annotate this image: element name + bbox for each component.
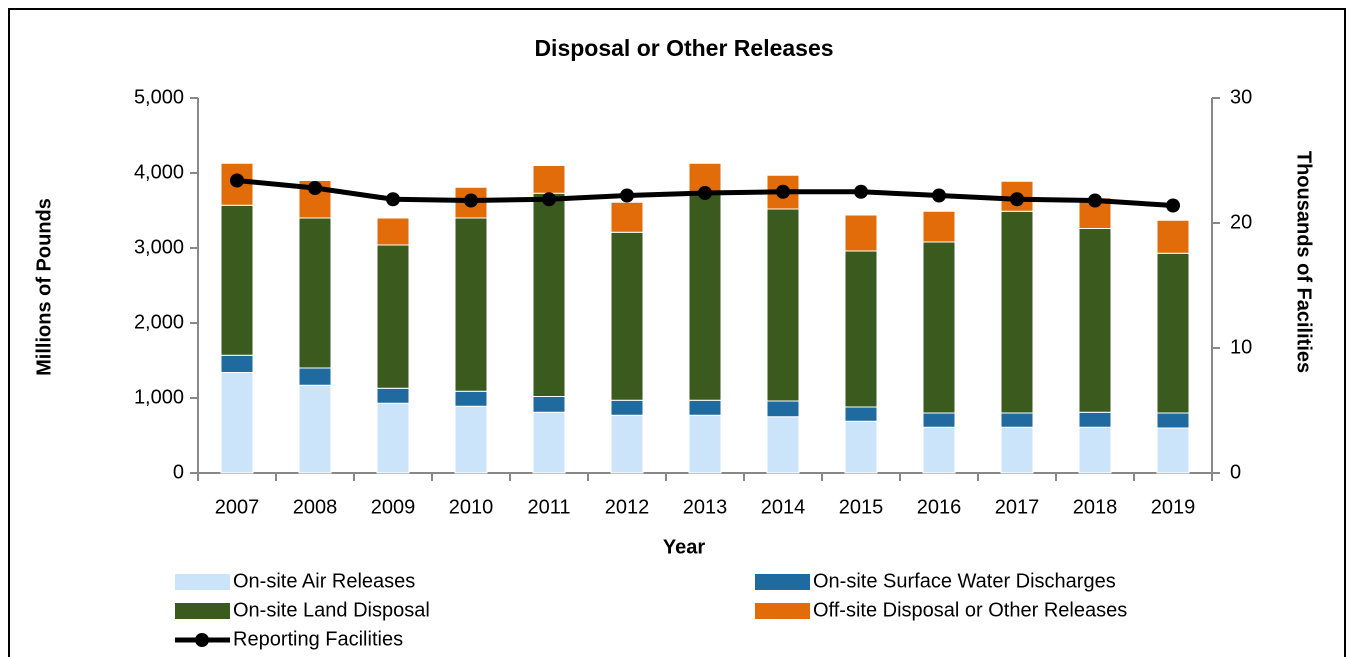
x-tick-label: 2017 bbox=[995, 496, 1040, 518]
bar-segment bbox=[376, 387, 410, 404]
bar-segment bbox=[220, 354, 254, 373]
legend-label: Off-site Disposal or Other Releases bbox=[813, 599, 1127, 621]
bar-segment bbox=[376, 244, 410, 389]
bar-segment bbox=[376, 217, 410, 246]
x-tick-label: 2007 bbox=[215, 496, 260, 518]
bar-segment bbox=[1000, 210, 1034, 414]
bar-segment bbox=[1078, 228, 1112, 413]
bar-segment bbox=[844, 250, 878, 408]
bar-segment bbox=[298, 384, 332, 474]
x-tick-label: 2011 bbox=[527, 496, 570, 518]
x-tick-label: 2016 bbox=[917, 496, 962, 518]
legend-marker bbox=[195, 633, 209, 647]
y2-tick-label: 30 bbox=[1230, 86, 1252, 108]
bar-segment bbox=[844, 406, 878, 422]
y-tick-label: 4,000 bbox=[134, 161, 184, 183]
y-tick-label: 5,000 bbox=[134, 86, 184, 108]
legend-label: On-site Air Releases bbox=[233, 570, 415, 592]
legend-swatch bbox=[755, 603, 810, 619]
bar-segment bbox=[532, 396, 566, 413]
bar-segment bbox=[1000, 412, 1034, 428]
bar-segment bbox=[766, 400, 800, 418]
bar-segment bbox=[1156, 427, 1190, 474]
bar-segment bbox=[1000, 426, 1034, 474]
bar-segment bbox=[1078, 426, 1112, 474]
y-axis-title: Millions of Pounds bbox=[33, 198, 55, 376]
legend-label: On-site Surface Water Discharges bbox=[813, 570, 1116, 592]
chart-title: Disposal or Other Releases bbox=[534, 35, 833, 61]
legend-swatch bbox=[175, 603, 230, 619]
bar-segment bbox=[922, 241, 956, 414]
y-tick-label: 0 bbox=[173, 461, 184, 483]
line-marker bbox=[386, 192, 400, 207]
bar-segment bbox=[688, 414, 722, 474]
line-marker bbox=[698, 186, 712, 200]
x-tick-label: 2010 bbox=[449, 496, 494, 518]
x-axis-title: Year bbox=[663, 536, 705, 558]
y2-axis-title: Thousands of Facilities bbox=[1293, 151, 1315, 373]
bar-segment bbox=[1156, 252, 1190, 414]
line-marker bbox=[1088, 193, 1102, 208]
bar-segment bbox=[766, 208, 800, 402]
bar-segment bbox=[610, 399, 644, 416]
bar-segment bbox=[376, 402, 410, 474]
x-tick-label: 2012 bbox=[605, 496, 650, 518]
x-tick-label: 2008 bbox=[293, 496, 338, 518]
y2-tick-label: 20 bbox=[1230, 211, 1252, 233]
line-marker bbox=[542, 192, 556, 207]
bar-segment bbox=[922, 412, 956, 428]
x-tick-label: 2018 bbox=[1073, 496, 1118, 518]
bar-segment bbox=[844, 420, 878, 474]
bar-segment bbox=[298, 217, 332, 369]
bar-segment bbox=[922, 210, 956, 243]
line-marker bbox=[776, 184, 790, 199]
x-tick-label: 2009 bbox=[371, 496, 416, 518]
bar-segment bbox=[454, 390, 488, 407]
line-marker bbox=[464, 193, 478, 208]
bar-segment bbox=[532, 165, 566, 194]
line-marker bbox=[308, 181, 322, 195]
bar-segment bbox=[844, 214, 878, 252]
legend-label: Reporting Facilities bbox=[233, 628, 403, 650]
bar-segment bbox=[922, 426, 956, 474]
x-tick-label: 2019 bbox=[1151, 496, 1196, 518]
bar-segment bbox=[220, 204, 254, 356]
x-tick-label: 2014 bbox=[761, 496, 806, 518]
y2-tick-label: 0 bbox=[1230, 461, 1241, 483]
bar-segment bbox=[610, 231, 644, 401]
y2-tick-label: 10 bbox=[1230, 336, 1252, 358]
x-tick-label: 2013 bbox=[683, 496, 728, 518]
y-tick-label: 3,000 bbox=[134, 236, 184, 258]
bar-segment bbox=[532, 411, 566, 474]
bar-segment bbox=[610, 414, 644, 474]
line-marker bbox=[230, 173, 244, 188]
bar-segment bbox=[766, 416, 800, 474]
bar-segment bbox=[298, 367, 332, 386]
legend-swatch bbox=[755, 574, 810, 590]
bar-segment bbox=[688, 399, 722, 416]
line-marker bbox=[854, 184, 868, 199]
bar-segment bbox=[220, 372, 254, 474]
y-tick-label: 1,000 bbox=[134, 386, 184, 408]
line-marker bbox=[620, 188, 634, 203]
bar-segment bbox=[532, 192, 566, 397]
bar-segment bbox=[688, 192, 722, 401]
legend-swatch bbox=[175, 574, 230, 590]
line-marker bbox=[932, 188, 946, 203]
bar-segment bbox=[454, 217, 488, 392]
line-marker bbox=[1010, 192, 1024, 207]
bar-segment bbox=[1078, 411, 1112, 428]
line-marker bbox=[1166, 198, 1180, 213]
x-tick-label: 2015 bbox=[839, 496, 884, 518]
bar-segment bbox=[610, 201, 644, 233]
bar-segment bbox=[1156, 219, 1190, 254]
bar-segment bbox=[1156, 412, 1190, 429]
y-tick-label: 2,000 bbox=[134, 311, 184, 333]
bar-segment bbox=[454, 405, 488, 474]
frame bbox=[8, 8, 1346, 657]
legend-label: On-site Land Disposal bbox=[233, 599, 430, 621]
